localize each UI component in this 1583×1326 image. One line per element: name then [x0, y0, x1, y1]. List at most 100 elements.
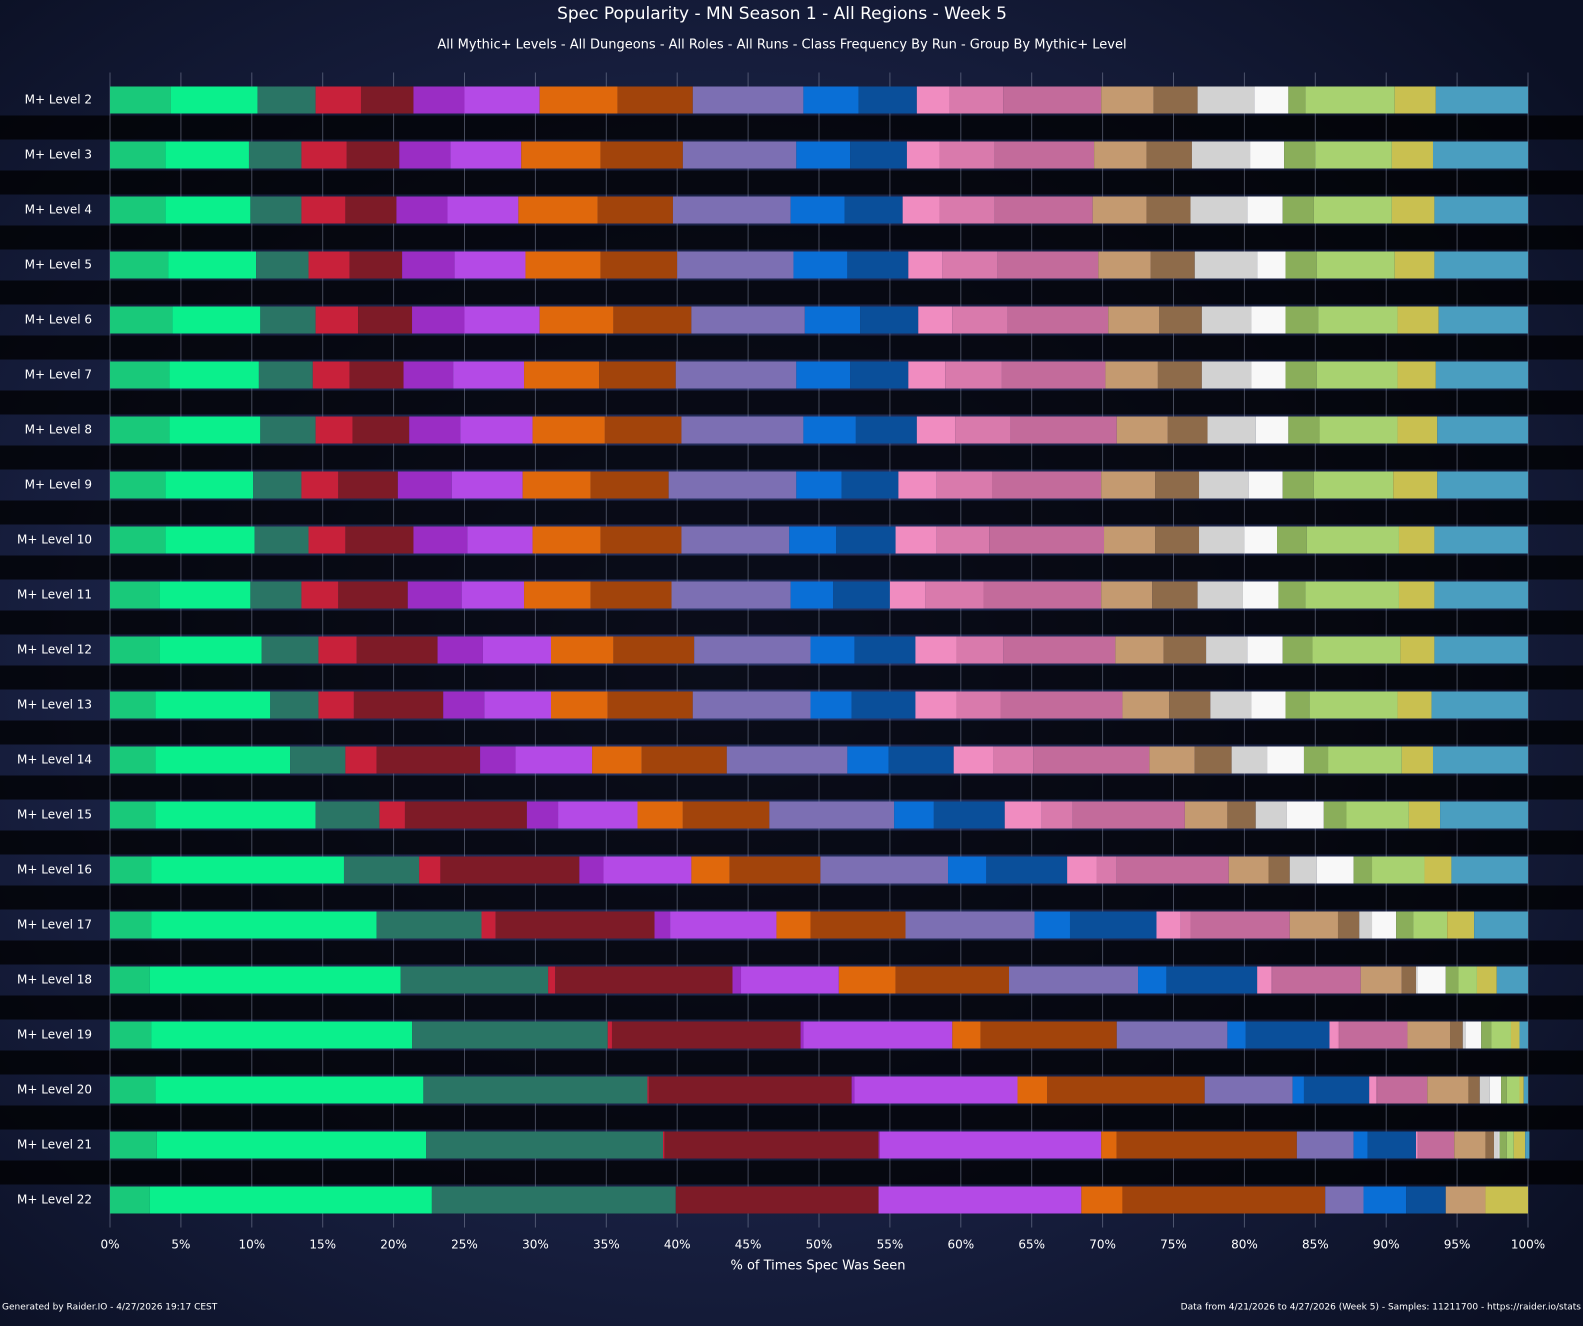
bar-segment [156, 1131, 427, 1159]
bar-segment [110, 581, 160, 609]
bar-segment [396, 196, 448, 224]
bar-segment [692, 691, 811, 719]
bar-segment [1305, 581, 1399, 609]
y-tick-label: M+ Level 8 [25, 423, 92, 437]
bar-segment [400, 966, 549, 994]
bar-segment [726, 746, 848, 774]
bar-segment [376, 911, 482, 939]
bar-segment [1316, 361, 1398, 389]
bar-segment [647, 1076, 649, 1104]
bar-segment [1116, 1021, 1228, 1049]
bar-segment [991, 471, 1102, 499]
bar-segment [1400, 636, 1435, 664]
bar-segment [110, 911, 152, 939]
bar-segment [1007, 306, 1109, 334]
bar-segment [1485, 1131, 1494, 1159]
bar-segment [1318, 306, 1398, 334]
bar-segment [253, 471, 302, 499]
bar-segment [423, 1076, 648, 1104]
bar-segment [526, 801, 559, 829]
bar-segment [803, 1021, 953, 1049]
bar-segment [1450, 1021, 1463, 1049]
bar-segment [1155, 471, 1200, 499]
bar-segment [1434, 251, 1528, 279]
bar-segment [860, 306, 919, 334]
bar-segment [1199, 526, 1245, 554]
bar-segment [110, 691, 156, 719]
bar-segment [597, 196, 673, 224]
bar-segment [993, 746, 1034, 774]
bar-segment [1434, 526, 1528, 554]
x-tick-label: 55% [877, 1238, 904, 1252]
bar-segment [915, 691, 957, 719]
bar-segment [1493, 1131, 1499, 1159]
bar-segment [1510, 1021, 1520, 1049]
y-tick-label: M+ Level 14 [17, 753, 92, 767]
row-stripe [0, 610, 1583, 635]
bar-segment [1197, 581, 1243, 609]
bar-segment [1289, 911, 1338, 939]
bar-segment [1138, 966, 1167, 994]
y-tick-label: M+ Level 3 [25, 148, 92, 162]
bar-segment [1231, 746, 1268, 774]
bar-segment [349, 251, 403, 279]
bar-segment [1401, 966, 1416, 994]
bar-segment [933, 801, 1005, 829]
bar-segment [997, 251, 1099, 279]
bar-segment [796, 361, 851, 389]
bar-segment [1278, 581, 1306, 609]
bar-segment [1010, 416, 1117, 444]
bar-segment [1041, 801, 1073, 829]
bar-segment [1485, 1186, 1528, 1214]
bar-segment [437, 636, 483, 664]
bar-segment [1245, 1021, 1330, 1049]
bar-segment [338, 471, 398, 499]
bar-segment [1401, 746, 1433, 774]
bar-segment [769, 801, 895, 829]
bar-segment [155, 691, 271, 719]
bar-segment [1210, 691, 1252, 719]
row-stripe [0, 665, 1583, 690]
bar-segment [558, 801, 638, 829]
bar-segment [312, 361, 350, 389]
bar-segment [454, 251, 526, 279]
bar-segment [694, 636, 811, 664]
bar-segment [110, 141, 166, 169]
bar-segment [464, 306, 540, 334]
bar-segment [1116, 416, 1168, 444]
bar-segment [915, 636, 957, 664]
bar-segment [1255, 416, 1289, 444]
bar-segment [290, 746, 346, 774]
bar-segment [1462, 1021, 1466, 1049]
bar-segment [682, 801, 770, 829]
bar-segment [677, 251, 794, 279]
bar-segment [450, 141, 522, 169]
bar-segment [1152, 581, 1198, 609]
bar-segment [1513, 1131, 1526, 1159]
bar-segment [664, 1131, 879, 1159]
bar-segment [1166, 966, 1258, 994]
bar-segment [1098, 251, 1151, 279]
bar-segment [110, 1131, 157, 1159]
bar-segment [803, 416, 856, 444]
bar-segment [443, 691, 485, 719]
bar-segment [404, 801, 527, 829]
bar-segment [955, 416, 1011, 444]
bar-segment [1372, 911, 1397, 939]
bar-segment [847, 746, 889, 774]
bar-segment [1458, 966, 1477, 994]
bar-segment [1519, 1076, 1524, 1104]
bar-segment [522, 471, 591, 499]
bar-segment [1316, 856, 1354, 884]
bar-segment [1312, 636, 1401, 664]
bar-segment [936, 526, 990, 554]
bar-segment [1337, 911, 1360, 939]
row-stripe [0, 390, 1583, 415]
row-stripe [0, 280, 1583, 305]
bar-segment [1454, 1131, 1486, 1159]
bar-segment [980, 1021, 1117, 1049]
bar-segment [1150, 251, 1195, 279]
bar-segment [648, 1076, 852, 1104]
bar-segment [338, 581, 408, 609]
bar-segment [1251, 691, 1286, 719]
